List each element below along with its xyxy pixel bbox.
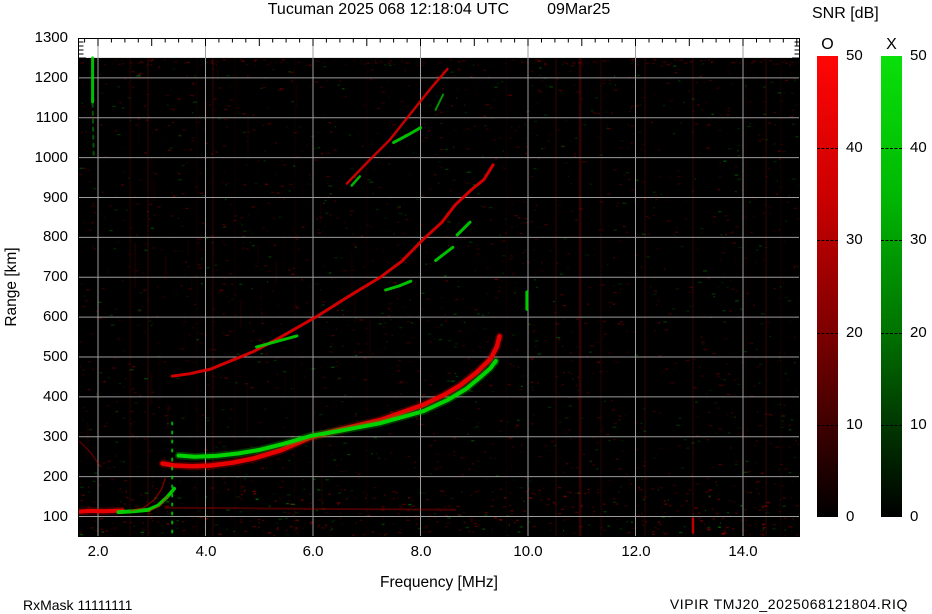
- colorbar-title: SNR [dB]: [812, 5, 879, 22]
- y-tick-label: 600: [42, 308, 68, 325]
- y-tick-label: 1000: [34, 149, 68, 166]
- title-station-time: Tucuman 2025 068 12:18:04 UTC: [267, 1, 510, 18]
- colorbar-tick-mark: [817, 240, 838, 241]
- rxmask-label: RxMask 11111111: [23, 597, 133, 613]
- title-date: 09Mar25: [547, 1, 611, 18]
- colorbar-tick-label: 30: [846, 231, 863, 248]
- y-tick-label: 400: [42, 388, 68, 405]
- y-tick-label: 100: [42, 508, 68, 525]
- ionogram-canvas: [78, 38, 800, 537]
- page-title: Tucuman 2025 068 12:18:04 UTC 09Mar25: [78, 1, 800, 19]
- colorbar-tick-label: 50: [910, 47, 927, 64]
- colorbar-tick-mark: [881, 148, 902, 149]
- colorbar-tick-label: 40: [846, 139, 863, 156]
- colorbar-tick-label: 20: [846, 324, 863, 341]
- y-tick-label: 800: [42, 228, 68, 245]
- colorbar-o: [817, 56, 838, 517]
- x-tick-label: 6.0: [302, 543, 324, 560]
- y-tick-label: 1200: [34, 69, 68, 86]
- colorbar-tick-mark: [881, 240, 902, 241]
- x-tick-label: 8.0: [410, 543, 432, 560]
- colorbar-tick-mark: [817, 425, 838, 426]
- x-tick-label: 4.0: [195, 543, 217, 560]
- colorbar-tick-label: 40: [910, 139, 927, 156]
- colorbar-tick-label: 50: [846, 47, 863, 64]
- colorbar-tick-mark: [881, 333, 902, 334]
- x-tick-label: 2.0: [87, 543, 109, 560]
- colorbar-tick-label: 0: [910, 508, 919, 525]
- y-tick-label: 1300: [34, 29, 68, 46]
- y-tick-label: 200: [42, 468, 68, 485]
- colorbar-tick-mark: [817, 148, 838, 149]
- x-axis-title: Frequency [MHz]: [379, 574, 498, 591]
- x-tick-label: 12.0: [621, 543, 651, 560]
- colorbar-tick-mark: [881, 425, 902, 426]
- colorbar-tick-label: 0: [846, 508, 855, 525]
- x-tick-label: 14.0: [728, 543, 758, 560]
- filename-label: VIPIR TMJ20_2025068121804.RIQ: [669, 596, 908, 612]
- x-tick-label: 10.0: [513, 543, 543, 560]
- colorbar-tick-label: 10: [846, 416, 863, 433]
- colorbar-tick-label: 10: [910, 416, 927, 433]
- colorbar-mode-label-x: X: [886, 36, 897, 53]
- colorbar-tick-mark: [817, 333, 838, 334]
- colorbar-tick-label: 30: [910, 231, 927, 248]
- ionogram-plot: [78, 38, 800, 537]
- y-tick-label: 700: [42, 268, 68, 285]
- y-tick-label: 900: [42, 189, 68, 206]
- colorbar-mode-label-o: O: [821, 36, 834, 53]
- colorbar-x: [881, 56, 902, 517]
- y-tick-label: 1100: [35, 109, 68, 126]
- y-tick-label: 300: [42, 428, 68, 445]
- y-tick-label: 500: [42, 348, 68, 365]
- colorbar-tick-label: 20: [910, 324, 927, 341]
